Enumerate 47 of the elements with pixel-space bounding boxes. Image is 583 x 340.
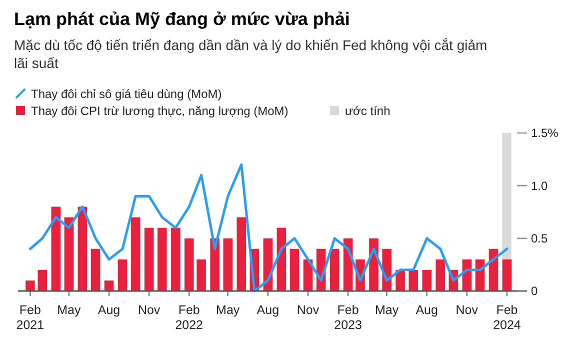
- x-tick-label: Nov: [138, 303, 161, 317]
- legend-label: ước tính: [345, 104, 390, 118]
- legend-label: Thay đôi chỉ sô giá tiêu dùng (MoM): [31, 87, 222, 101]
- x-tick-label: Feb 2021: [16, 303, 44, 332]
- bar: [436, 259, 445, 291]
- bar: [118, 259, 128, 291]
- y-tick-label: 1.0: [531, 178, 548, 193]
- bar: [422, 270, 432, 291]
- bar: [290, 248, 300, 291]
- bar: [90, 248, 100, 291]
- bar: [223, 238, 233, 291]
- x-tick-label: May: [216, 303, 240, 317]
- line-series: [28, 163, 508, 292]
- x-tick-label: Nov: [296, 303, 320, 317]
- bar: [157, 228, 167, 291]
- bar: [130, 217, 140, 291]
- chart-title: Lạm phát của Mỹ đang ở mức vừa phải: [14, 9, 350, 29]
- bar: [236, 217, 246, 291]
- bar: [396, 270, 405, 291]
- bar: [64, 217, 74, 291]
- x-tick-label: Feb 2023: [334, 303, 362, 332]
- x-tick-label: May: [374, 303, 400, 317]
- x-tick-label: Aug: [98, 303, 120, 317]
- x-tick-label: Aug: [416, 303, 438, 317]
- x-tick-label: Aug: [256, 303, 280, 317]
- bar: [26, 280, 35, 291]
- y-tick-label: 0.5: [531, 232, 548, 246]
- bar: [502, 259, 512, 291]
- bar: [51, 206, 61, 291]
- bar: [330, 248, 340, 291]
- x-tick-label: Feb 2024: [493, 303, 521, 332]
- legend-label: Thay đôi CPI trừ lương thực, năng lượng (MoM): [31, 104, 288, 118]
- chart-subtitle: Mặc dù tốc độ tiến triển đang dần dần và lý do khiến Fed không vội cắt giảm lãi suất: [14, 37, 488, 71]
- y-tick-label: 0: [531, 284, 538, 298]
- bar: [184, 238, 194, 291]
- bar: [78, 206, 88, 291]
- bar: [144, 228, 154, 291]
- bar: [196, 259, 206, 291]
- bar: [104, 280, 114, 291]
- x-tick-label: Nov: [456, 303, 479, 317]
- bar: [210, 238, 220, 291]
- x-tick-label: Feb 2022: [175, 303, 204, 332]
- bar: [170, 228, 180, 291]
- x-tick-label: May: [57, 303, 82, 317]
- y-tick-label: 1.5%: [531, 126, 559, 140]
- bar: [408, 270, 418, 291]
- bar: [38, 270, 48, 291]
